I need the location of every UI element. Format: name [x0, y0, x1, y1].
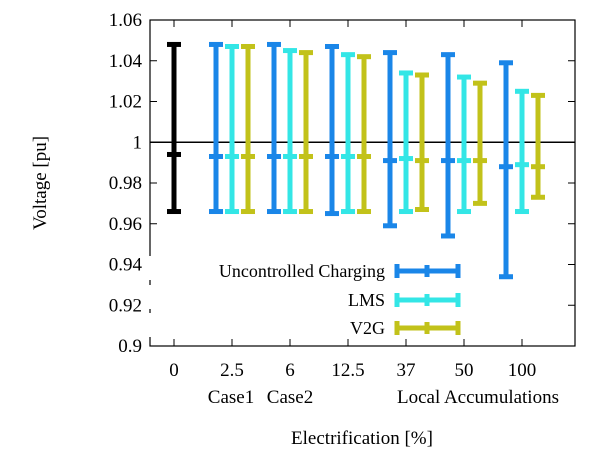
y-axis: 0.9 0.92 0.94 0.96 0.98 1 1.02 1.04 1.06 — [109, 10, 575, 357]
y-tick-label: 1.04 — [109, 51, 143, 72]
y-tick-label: 0.98 — [109, 173, 142, 194]
y-tick-label: 0.94 — [109, 255, 143, 276]
x-group-label: Case1 — [208, 387, 254, 408]
y-axis-title: Voltage [pu] — [30, 136, 51, 230]
x-tick-label: 12.5 — [331, 360, 364, 381]
x-tick-label: 100 — [508, 360, 537, 381]
error-bars — [167, 41, 545, 280]
y-tick-label: 1 — [133, 132, 143, 153]
x-tick-label: 6 — [285, 360, 295, 381]
y-tick-label: 1.02 — [109, 92, 142, 113]
legend-backdrop — [143, 313, 385, 337]
x-tick-label: 50 — [455, 360, 474, 381]
legend-backdrop — [143, 256, 385, 280]
x-axis-title: Electrification [%] — [291, 428, 433, 449]
y-tick-label: 0.9 — [118, 336, 142, 357]
x-tick-label: 0 — [169, 360, 179, 381]
x-group-label: Local Accumulations — [397, 387, 559, 408]
x-tick-label: 2.5 — [220, 360, 244, 381]
legend-backdrop — [143, 285, 385, 309]
y-tick-label: 1.06 — [109, 10, 142, 31]
legend-label: LMS — [348, 290, 385, 310]
y-tick-label: 0.96 — [109, 214, 142, 235]
x-group-label: Case2 — [267, 387, 313, 408]
legend: Uncontrolled Charging LMS V2G — [143, 256, 461, 338]
x-tick-label: 37 — [397, 360, 416, 381]
legend-label: V2G — [350, 318, 385, 338]
x-axis: 0 2.5 6 12.5 37 50 100 Case1 Case2 Local Accumula… — [169, 20, 559, 408]
legend-label: Uncontrolled Charging — [219, 261, 385, 281]
y-tick-label: 0.92 — [109, 295, 142, 316]
